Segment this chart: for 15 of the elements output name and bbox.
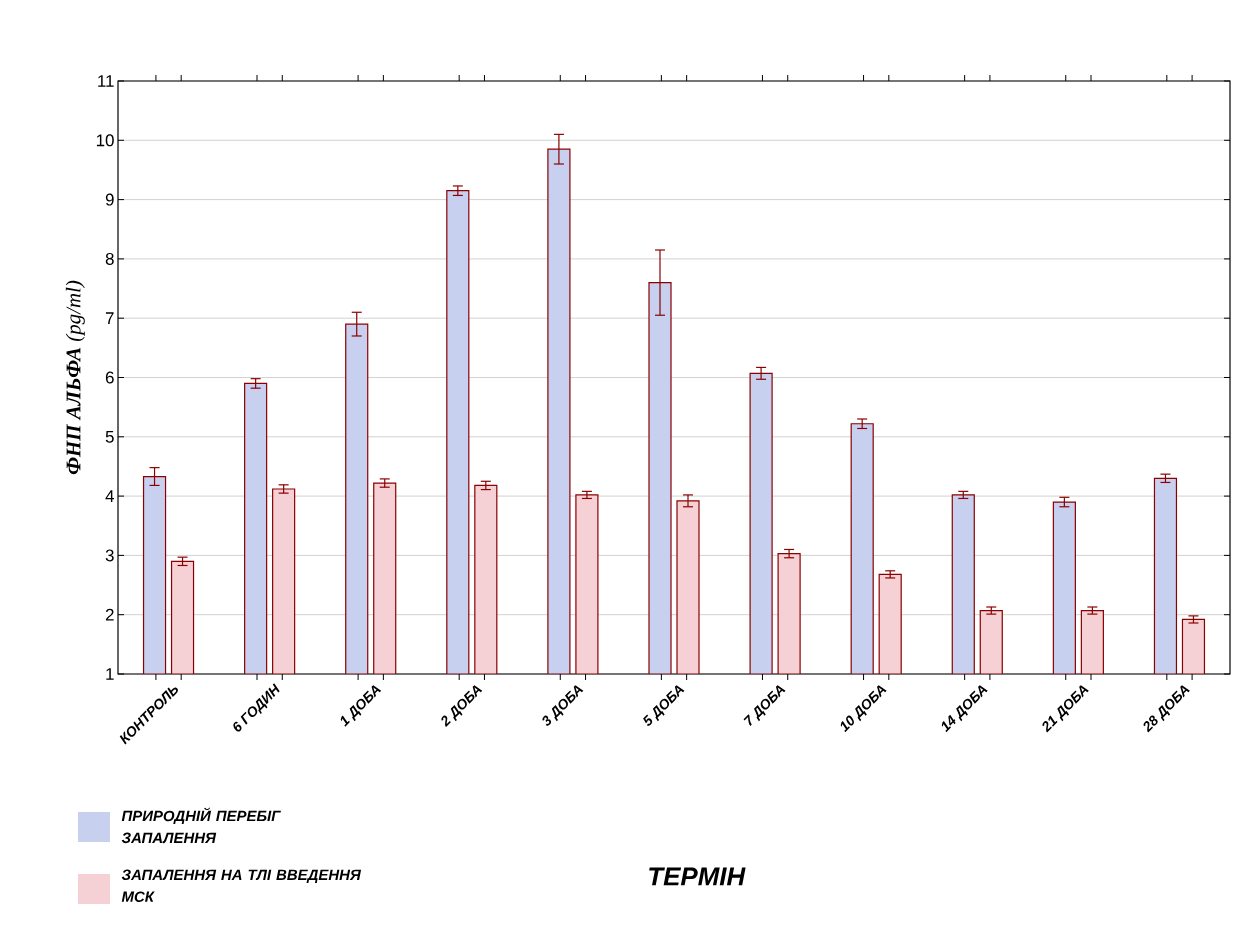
y-tick-label: 10 (96, 134, 114, 147)
y-tick-label: 5 (105, 430, 114, 443)
legend-label: ЗАПАЛЕННЯ НА ТЛІ ВВЕДЕННЯ МСК (121, 869, 362, 902)
legend-label: ПРИРОДНІЙ ПЕРЕБІГ ЗАПАЛЕННЯ (121, 807, 281, 844)
y-tick-label: 9 (105, 193, 114, 206)
y-tick-label: 2 (105, 608, 114, 621)
y-tick-label: 4 (105, 490, 114, 502)
y-tick-label: 8 (105, 252, 114, 265)
y-tick-label: 7 (105, 312, 114, 325)
y-tick-label: 3 (105, 549, 114, 562)
y-tick-label: 11 (98, 75, 114, 87)
y-axis-title: ФНП АЛЬФА (pg/ml) (65, 280, 85, 475)
x-axis-title: ТЕРМІН (649, 867, 746, 886)
y-tick-label: 1 (106, 668, 114, 680)
y-tick-label: 6 (105, 371, 114, 384)
